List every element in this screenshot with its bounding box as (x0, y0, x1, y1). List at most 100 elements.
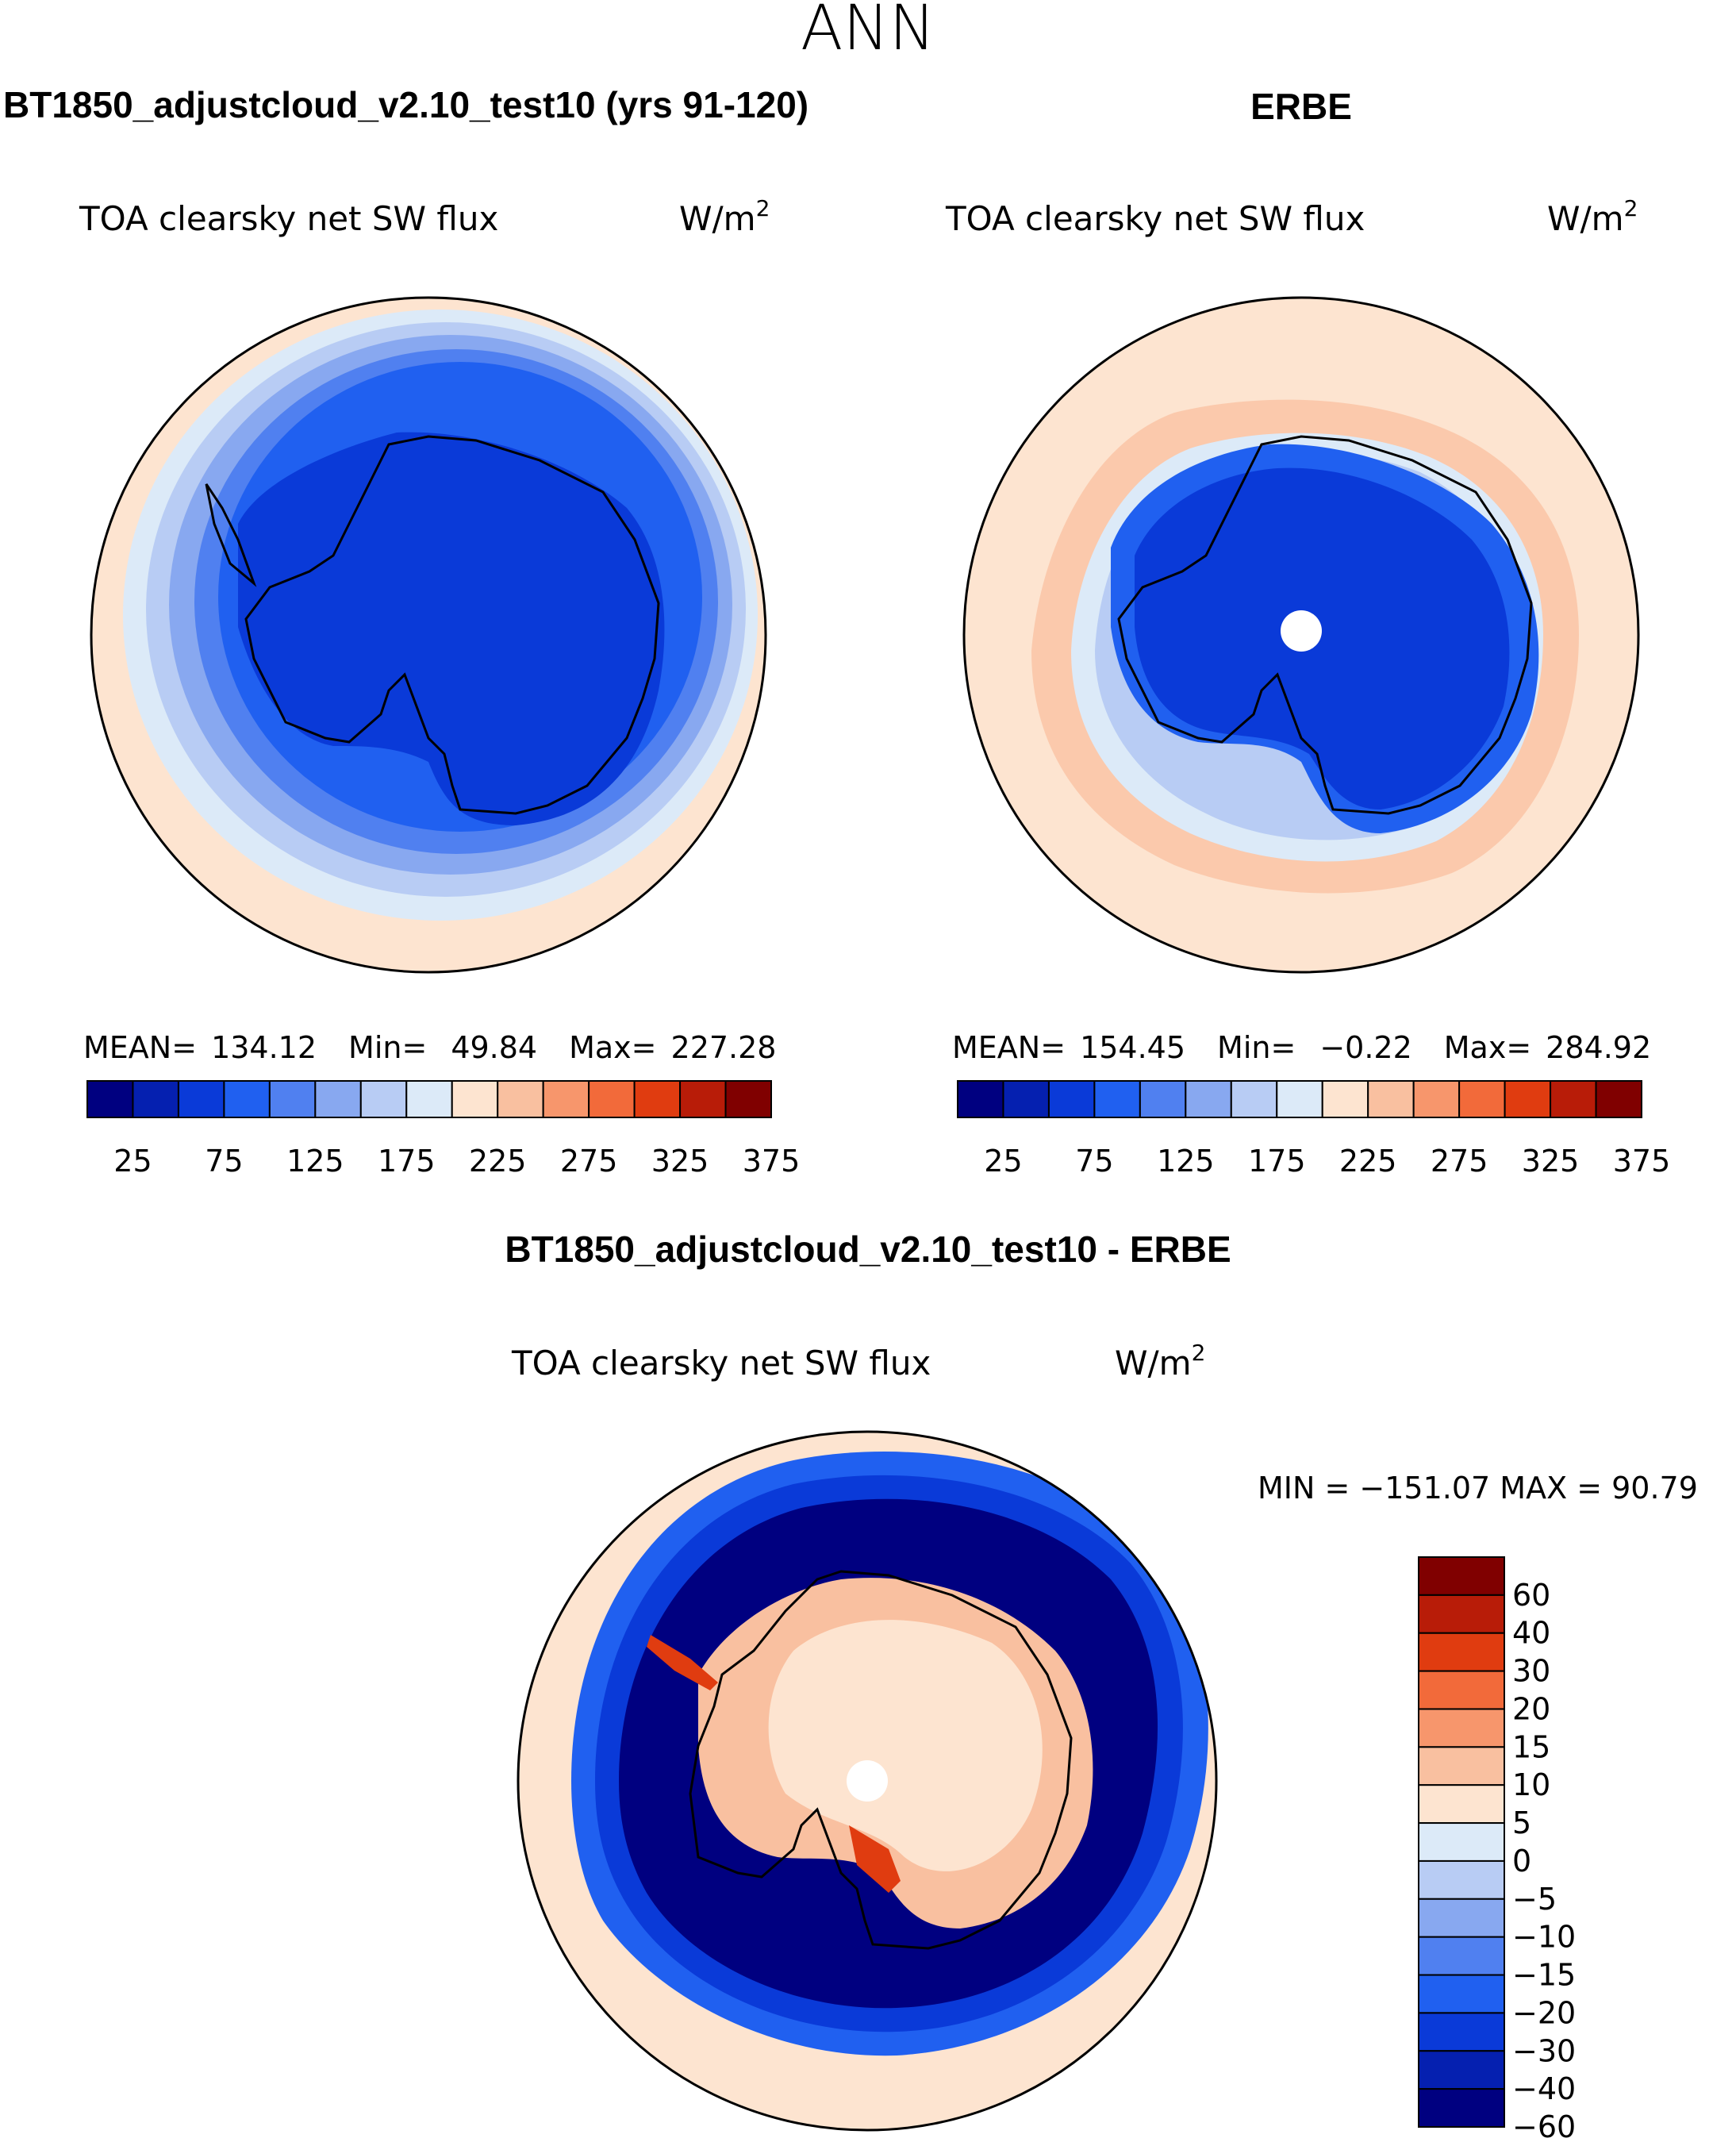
diff-colorbar-tick-label: −40 (1512, 2071, 1576, 2106)
left-colorbar-swatch (588, 1080, 636, 1118)
diff-colorbar-swatch (1418, 1936, 1505, 1976)
left-polar-map (91, 298, 766, 972)
right-map-antarctica-fill (1135, 467, 1510, 809)
right-var-title: TOA clearsky net SW flux (945, 199, 1365, 238)
diff-map-antarctica-interior (768, 1620, 1043, 1871)
right-colorbar-tick-label: 125 (1157, 1144, 1215, 1179)
left-colorbar-swatch (359, 1080, 408, 1118)
left-colorbar-swatch (451, 1080, 499, 1118)
diff-colorbar-swatch (1418, 1556, 1505, 1596)
right-colorbar-swatch (1367, 1080, 1415, 1118)
right-units: W/m2 (1547, 195, 1638, 238)
right-colorbar-swatch (1093, 1080, 1141, 1118)
right-colorbar-swatch (1595, 1080, 1642, 1118)
left-colorbar-tick-label: 75 (205, 1144, 243, 1179)
diff-colorbar-tick-label: 5 (1512, 1806, 1531, 1840)
diff-colorbar-swatch (1418, 1594, 1505, 1634)
right-colorbar: 25 75 125 175 225 275 325 375 (957, 1080, 1671, 1179)
diff-colorbar-swatch (1418, 2050, 1505, 2090)
diff-colorbar-tick-label: −15 (1512, 1958, 1576, 1993)
right-colorbar-swatch (1047, 1080, 1096, 1118)
diff-colorbar-swatch (1418, 1898, 1505, 1938)
right-colorbar-tick-label: 375 (1613, 1144, 1671, 1179)
right-map-border (962, 296, 1640, 974)
diff-colorbar-tick-label: 10 (1512, 1767, 1550, 1802)
right-colorbar-tick-label: 225 (1339, 1144, 1397, 1179)
right-case-title: ERBE (1250, 86, 1352, 127)
right-colorbar-swatch (1504, 1080, 1552, 1118)
right-colorbar-swatch (1412, 1080, 1461, 1118)
left-colorbar-swatch (177, 1080, 225, 1118)
diff-colorbar-tick-label: 40 (1512, 1616, 1550, 1651)
left-map-border (90, 296, 767, 974)
right-colorbar-swatch (1185, 1080, 1232, 1118)
left-colorbar-tick-label: 225 (469, 1144, 527, 1179)
diff-var-title: TOA clearsky net SW flux (511, 1344, 931, 1382)
right-stats: MEAN= 154.45 Min= −0.22 Max= 284.92 (952, 1030, 1651, 1065)
right-colorbar-tick-label: 325 (1522, 1144, 1580, 1179)
diff-units: W/m2 (1115, 1340, 1205, 1382)
diff-colorbar-swatch (1418, 1708, 1505, 1748)
page-title: ANN (801, 0, 935, 64)
diff-colorbar-swatch (1418, 1822, 1505, 1862)
diff-colorbar-swatch (1418, 1670, 1505, 1710)
right-polar-map (964, 298, 1638, 972)
diff-colorbar-swatch (1418, 1632, 1505, 1672)
diff-colorbar-swatch (1418, 1859, 1505, 1900)
diff-colorbar-tick-label: −30 (1512, 2033, 1576, 2068)
left-colorbar-swatch (542, 1080, 590, 1118)
right-colorbar-swatch (1550, 1080, 1597, 1118)
left-colorbar-swatch (405, 1080, 453, 1118)
left-colorbar-swatch (633, 1080, 682, 1118)
left-colorbar-tick-label: 375 (743, 1144, 801, 1179)
diff-colorbar-swatch (1418, 1746, 1505, 1786)
diff-map-border (517, 1430, 1218, 2132)
right-map-pole-hole (1281, 610, 1322, 652)
left-colorbar-swatch (132, 1080, 179, 1118)
left-colorbar-swatch (86, 1080, 134, 1118)
diff-map-pole-hole (847, 1760, 888, 1802)
diff-colorbar-tick-label: −20 (1512, 1995, 1576, 2030)
diff-case-title: BT1850_adjustcloud_v2.10_test10 - ERBE (505, 1229, 1231, 1270)
left-colorbar: 25 75 125 175 225 275 325 375 (86, 1080, 801, 1179)
diff-map-ross-anomaly (849, 1825, 901, 1893)
diff-colorbar-tick-label: 30 (1512, 1654, 1550, 1689)
diff-colorbar-tick-label: 60 (1512, 1578, 1550, 1613)
left-map-coastline (244, 435, 660, 815)
right-colorbar-tick-label: 75 (1075, 1144, 1113, 1179)
right-colorbar-swatch (1230, 1080, 1278, 1118)
diff-map-peninsula-anomaly (647, 1635, 718, 1690)
right-map-coastline (1117, 435, 1533, 815)
diff-colorbar-tick-label: 0 (1512, 1844, 1531, 1879)
left-colorbar-tick-label: 325 (651, 1144, 709, 1179)
diff-colorbar-swatch (1418, 2088, 1505, 2128)
diff-minmax: MIN = −151.07 MAX = 90.79 (1258, 1471, 1698, 1506)
left-stats: MEAN= 134.12 Min= 49.84 Max= 227.28 (83, 1030, 776, 1065)
left-colorbar-swatch (223, 1080, 271, 1118)
left-colorbar-swatch (314, 1080, 362, 1118)
right-colorbar-swatch (1139, 1080, 1187, 1118)
left-case-title: BT1850_adjustcloud_v2.10_test10 (yrs 91-… (3, 84, 808, 125)
left-colorbar-tick-label: 25 (113, 1144, 152, 1179)
left-colorbar-swatch (497, 1080, 544, 1118)
right-colorbar-swatch (1002, 1080, 1050, 1118)
right-colorbar-swatch (1321, 1080, 1369, 1118)
diff-colorbar-tick-label: −60 (1512, 2109, 1576, 2139)
diff-colorbar-tick-label: 20 (1512, 1691, 1550, 1726)
left-colorbar-tick-label: 125 (286, 1144, 344, 1179)
right-colorbar-swatch (1458, 1080, 1506, 1118)
left-map-peninsula-coast (205, 483, 257, 587)
diff-colorbar-tick-label: −5 (1512, 1882, 1557, 1917)
right-colorbar-tick-label: 175 (1248, 1144, 1306, 1179)
right-colorbar-swatch (1276, 1080, 1323, 1118)
diff-colorbar-swatch (1418, 1784, 1505, 1825)
left-colorbar-swatch (268, 1080, 317, 1118)
diff-colorbar-swatch (1418, 2012, 1505, 2052)
left-colorbar-tick-label: 175 (378, 1144, 436, 1179)
left-colorbar-swatch (679, 1080, 727, 1118)
right-colorbar-swatch (957, 1080, 1004, 1118)
diff-map-coastline (689, 1570, 1073, 1950)
diff-polar-map (518, 1432, 1216, 2130)
